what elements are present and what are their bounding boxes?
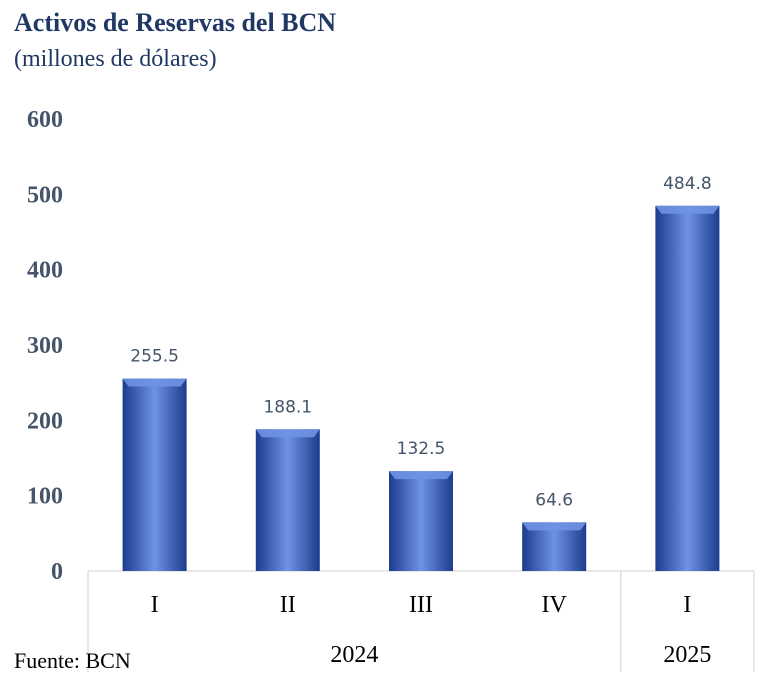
y-tick-label: 200	[27, 408, 63, 434]
y-tick-label: 400	[27, 258, 63, 284]
bar-cap	[122, 378, 187, 387]
bar-body	[122, 378, 187, 571]
x-group-label: 2024	[330, 642, 378, 668]
x-tick-label: II	[280, 592, 296, 618]
x-group-label: 2025	[663, 642, 711, 668]
bar	[122, 378, 187, 571]
y-tick-label: 100	[27, 484, 63, 510]
bar-body	[655, 205, 720, 571]
bar-body	[255, 429, 320, 571]
chart-subtitle: (millones de dólares)	[14, 46, 217, 72]
bar-cap	[389, 471, 453, 480]
data-label: 132.5	[397, 439, 446, 459]
bar	[389, 471, 453, 571]
bar-cap	[522, 522, 587, 531]
y-tick-label: 0	[51, 559, 63, 585]
data-label: 484.8	[663, 174, 712, 194]
bar	[522, 522, 587, 571]
y-tick-label: 500	[27, 182, 63, 208]
bar-cap	[255, 429, 320, 438]
data-label: 64.6	[535, 490, 573, 510]
x-tick-label: I	[151, 592, 159, 618]
bar	[255, 429, 320, 571]
y-tick-label: 300	[27, 333, 63, 359]
source-note: Fuente: BCN	[14, 648, 131, 673]
bar-cap	[655, 205, 720, 214]
x-tick-label: I	[683, 592, 691, 618]
data-label: 188.1	[263, 397, 312, 417]
data-label: 255.5	[130, 347, 179, 367]
bar-body	[389, 471, 453, 571]
bar-body	[522, 522, 587, 571]
y-tick-label: 600	[27, 107, 63, 133]
bar	[655, 205, 720, 571]
x-tick-label: III	[409, 592, 433, 618]
chart-title: Activos de Reservas del BCN	[14, 8, 337, 37]
x-tick-label: IV	[542, 592, 568, 618]
